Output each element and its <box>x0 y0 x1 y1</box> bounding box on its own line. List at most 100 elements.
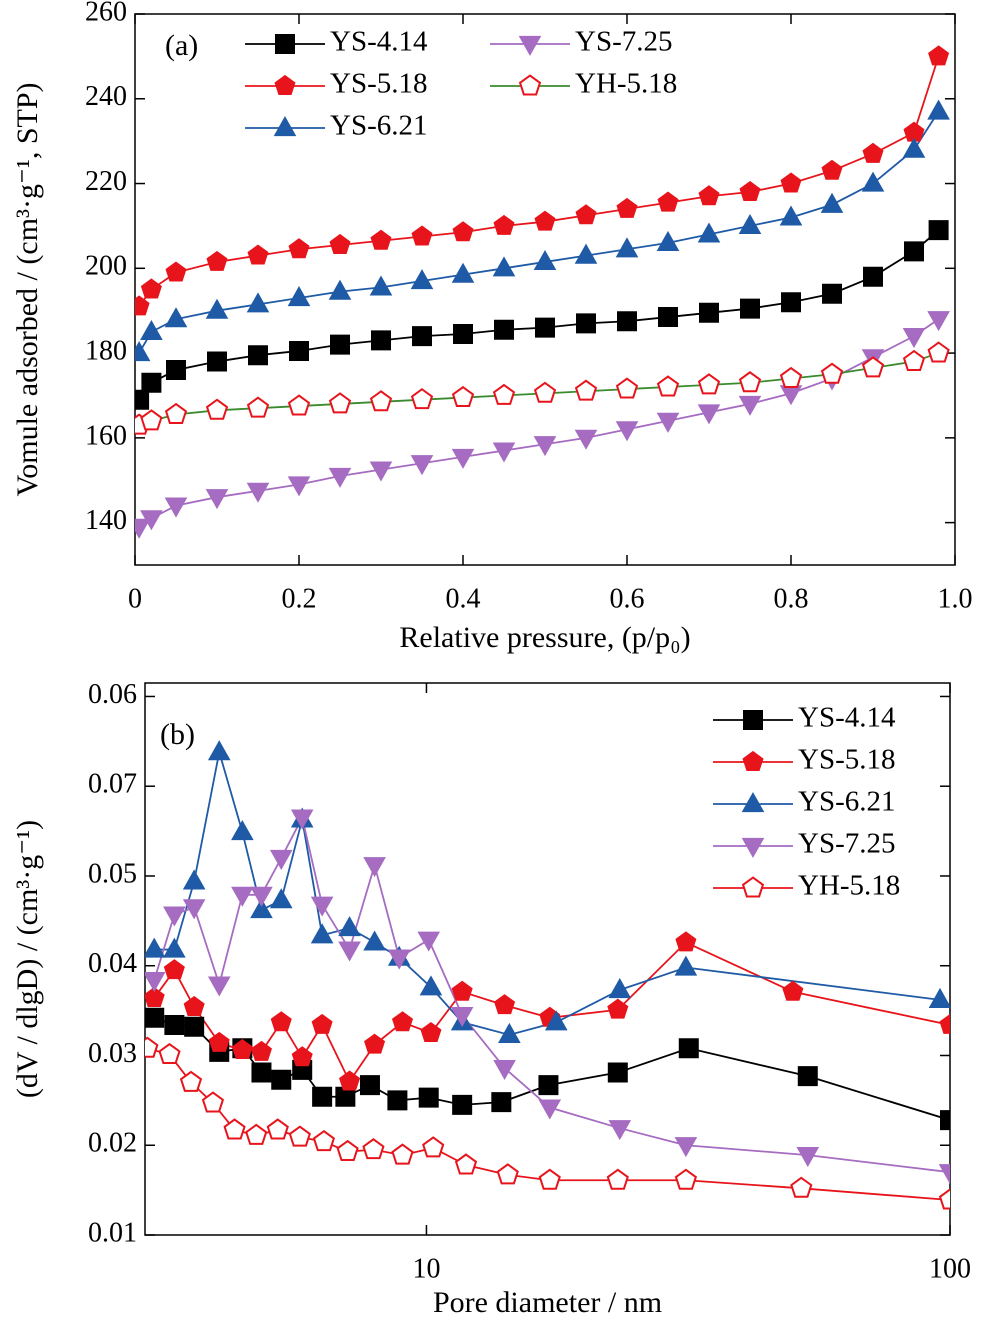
marker <box>538 1099 562 1120</box>
legend-marker <box>275 34 295 54</box>
marker <box>163 906 186 927</box>
marker <box>269 849 293 870</box>
legend-label: YS-6.21 <box>330 110 427 142</box>
marker <box>492 383 516 405</box>
marker <box>387 1090 408 1111</box>
marker <box>231 1039 253 1060</box>
marker <box>364 1033 386 1054</box>
marker <box>363 930 386 951</box>
marker <box>491 1092 512 1113</box>
marker <box>164 497 188 518</box>
marker <box>328 467 352 488</box>
marker <box>863 266 883 287</box>
y-tick-label: 180 <box>85 335 127 366</box>
marker <box>822 283 842 304</box>
marker <box>338 916 361 937</box>
marker <box>250 898 273 919</box>
marker <box>574 379 598 401</box>
marker <box>184 1016 205 1037</box>
plot-area <box>145 740 950 1210</box>
marker <box>615 421 639 442</box>
marker <box>140 409 163 431</box>
marker <box>287 476 311 497</box>
x-tick-label: 0.4 <box>446 583 481 614</box>
marker <box>535 317 555 338</box>
marker <box>498 1022 521 1043</box>
marker <box>410 455 434 476</box>
legend-marker <box>741 792 765 813</box>
marker <box>369 390 393 412</box>
marker <box>861 356 885 378</box>
marker <box>250 1040 272 1061</box>
marker <box>674 955 698 976</box>
series-line <box>138 352 939 426</box>
marker <box>164 402 188 424</box>
y-tick-label: 0.04 <box>88 948 137 979</box>
marker <box>658 307 678 328</box>
marker <box>422 1136 445 1158</box>
marker <box>158 1042 181 1065</box>
y-tick-label: 200 <box>85 251 127 282</box>
panel-label: (a) <box>165 29 198 62</box>
marker <box>533 250 557 271</box>
marker <box>544 1010 568 1031</box>
marker <box>271 1069 292 1090</box>
y-tick-label: 0.05 <box>88 858 137 889</box>
x-tick-label: 1.0 <box>938 583 973 614</box>
marker <box>311 1013 333 1034</box>
marker <box>452 1094 473 1115</box>
marker <box>330 334 350 355</box>
marker <box>928 987 950 1008</box>
marker <box>656 230 680 251</box>
y-tick-label: 260 <box>85 0 127 27</box>
marker <box>492 442 516 463</box>
marker <box>451 980 473 1001</box>
marker <box>656 412 680 433</box>
marker <box>615 377 639 399</box>
marker <box>266 1118 289 1140</box>
marker <box>420 1021 442 1042</box>
marker <box>391 1143 414 1165</box>
marker <box>183 995 205 1016</box>
x-tick-label: 0.8 <box>774 583 809 614</box>
y-tick-label: 0.03 <box>88 1038 137 1069</box>
marker <box>493 1059 516 1080</box>
marker <box>145 937 166 958</box>
legend-label: YS-5.18 <box>798 744 895 776</box>
marker <box>391 1011 414 1032</box>
marker <box>780 172 802 193</box>
marker <box>576 313 596 334</box>
marker <box>699 302 719 323</box>
marker <box>289 340 309 361</box>
marker <box>533 381 557 403</box>
legend-marker <box>743 710 763 730</box>
marker <box>538 1168 561 1190</box>
marker <box>779 205 803 226</box>
plot-area <box>135 45 950 539</box>
legend-marker <box>273 116 297 137</box>
legend-label: YS-7.25 <box>575 26 672 58</box>
plot-frame <box>134 13 956 566</box>
y-axis-label: (dV / dlgD) / (cm³·g⁻¹) <box>11 820 44 1098</box>
marker <box>493 214 515 235</box>
series-line <box>138 110 940 354</box>
legend-marker <box>518 35 542 56</box>
marker <box>861 171 885 192</box>
marker <box>494 994 516 1015</box>
legend-marker <box>741 837 765 858</box>
legend-label: YH-5.18 <box>575 68 677 100</box>
marker <box>928 45 950 66</box>
marker <box>312 1086 333 1107</box>
marker <box>145 1036 159 1058</box>
marker <box>310 896 334 917</box>
marker <box>674 1168 698 1190</box>
legend-label: YS-7.25 <box>798 828 895 860</box>
legend-label: YS-5.18 <box>330 68 427 100</box>
marker <box>205 298 229 319</box>
y-tick-label: 0.06 <box>88 679 137 710</box>
marker <box>135 295 150 316</box>
marker <box>287 286 311 307</box>
marker <box>339 1070 361 1091</box>
y-tick-label: 0.07 <box>88 769 137 800</box>
marker <box>246 292 270 313</box>
